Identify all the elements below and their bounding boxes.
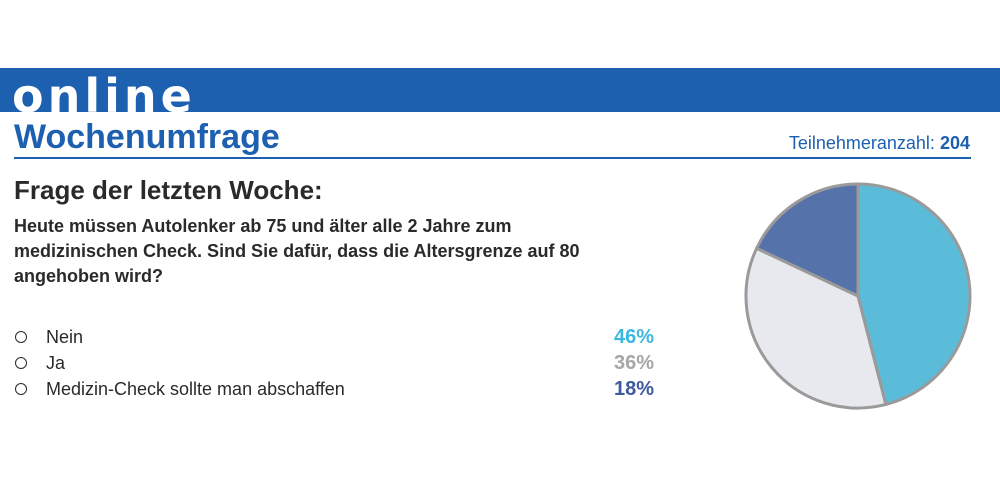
radio-icon[interactable] (15, 383, 27, 395)
answer-percent: 36% (613, 352, 654, 374)
header-divider (14, 157, 971, 159)
answer-list: Nein 46% Ja 36% Medizin-Check sollte man… (14, 326, 654, 404)
participant-count-label: Teilnehmeranzahl: (788, 133, 935, 153)
participant-count: Teilnehmeranzahl: 204 (789, 132, 970, 154)
answer-label: Medizin-Check sollte man abschaffen (46, 379, 345, 399)
question-heading: Frage der letzten Woche: (14, 175, 323, 205)
banner-online-text: online (12, 69, 196, 112)
answer-label: Ja (46, 353, 66, 373)
header-banner: online (0, 68, 1000, 112)
radio-icon[interactable] (15, 357, 27, 369)
participant-count-value: 204 (939, 133, 970, 153)
pie-chart (744, 182, 972, 410)
question-text: Heute müssen Autolenker ab 75 und älter … (14, 216, 580, 286)
answer-label: Nein (46, 327, 84, 347)
answer-option-nein[interactable]: Nein 46% (14, 326, 654, 352)
answer-percent: 46% (613, 326, 654, 348)
answer-option-abschaffen[interactable]: Medizin-Check sollte man abschaffen 18% (14, 378, 654, 404)
page-title: Wochenumfrage (14, 118, 280, 156)
pie-slice-3 (755, 182, 860, 298)
answer-option-ja[interactable]: Ja 36% (14, 352, 654, 378)
radio-icon[interactable] (15, 331, 27, 343)
answer-percent: 18% (613, 378, 654, 400)
pie-slice-2 (744, 246, 888, 410)
pie-slice-1 (856, 182, 972, 406)
